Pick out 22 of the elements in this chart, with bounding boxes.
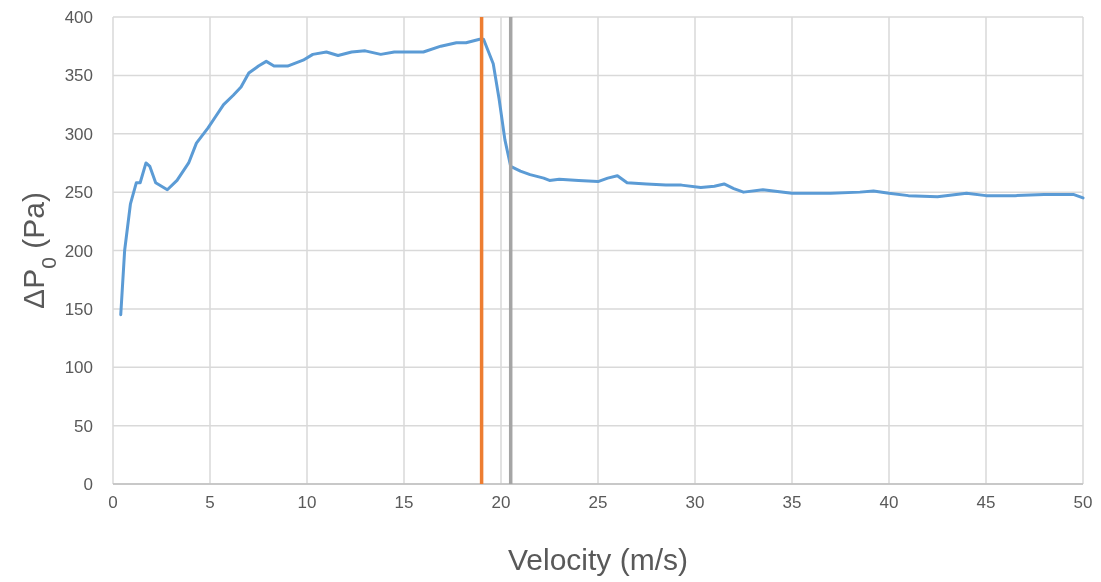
y-tick-label: 250 [64,183,93,203]
y-tick-label: 50 [74,416,93,436]
x-tick-label: 50 [1073,493,1093,512]
x-tick-label: 45 [976,493,996,512]
y-tick-label: 350 [64,66,93,86]
x-tick-label: 30 [685,493,705,512]
x-tick-label: 40 [879,493,899,512]
x-axis-title: Velocity (m/s) [507,543,689,576]
line-series [119,37,1085,317]
y-tick-label: 400 [64,8,93,27]
x-tick-label: 35 [782,493,802,512]
x-tick-label: 20 [491,493,511,512]
x-tick-label: 25 [588,493,608,512]
x-tick-label: 15 [394,493,414,512]
y-tick-label: 300 [64,124,93,144]
y-tick-label: 0 [83,475,93,494]
y-tick-label: 150 [64,299,93,319]
x-tick-label: 0 [108,493,118,512]
x-tick-label: 10 [297,493,317,512]
x-tick-label: 5 [205,493,215,512]
y-tick-label: 200 [64,241,93,261]
y-tick-label: 100 [64,358,93,378]
